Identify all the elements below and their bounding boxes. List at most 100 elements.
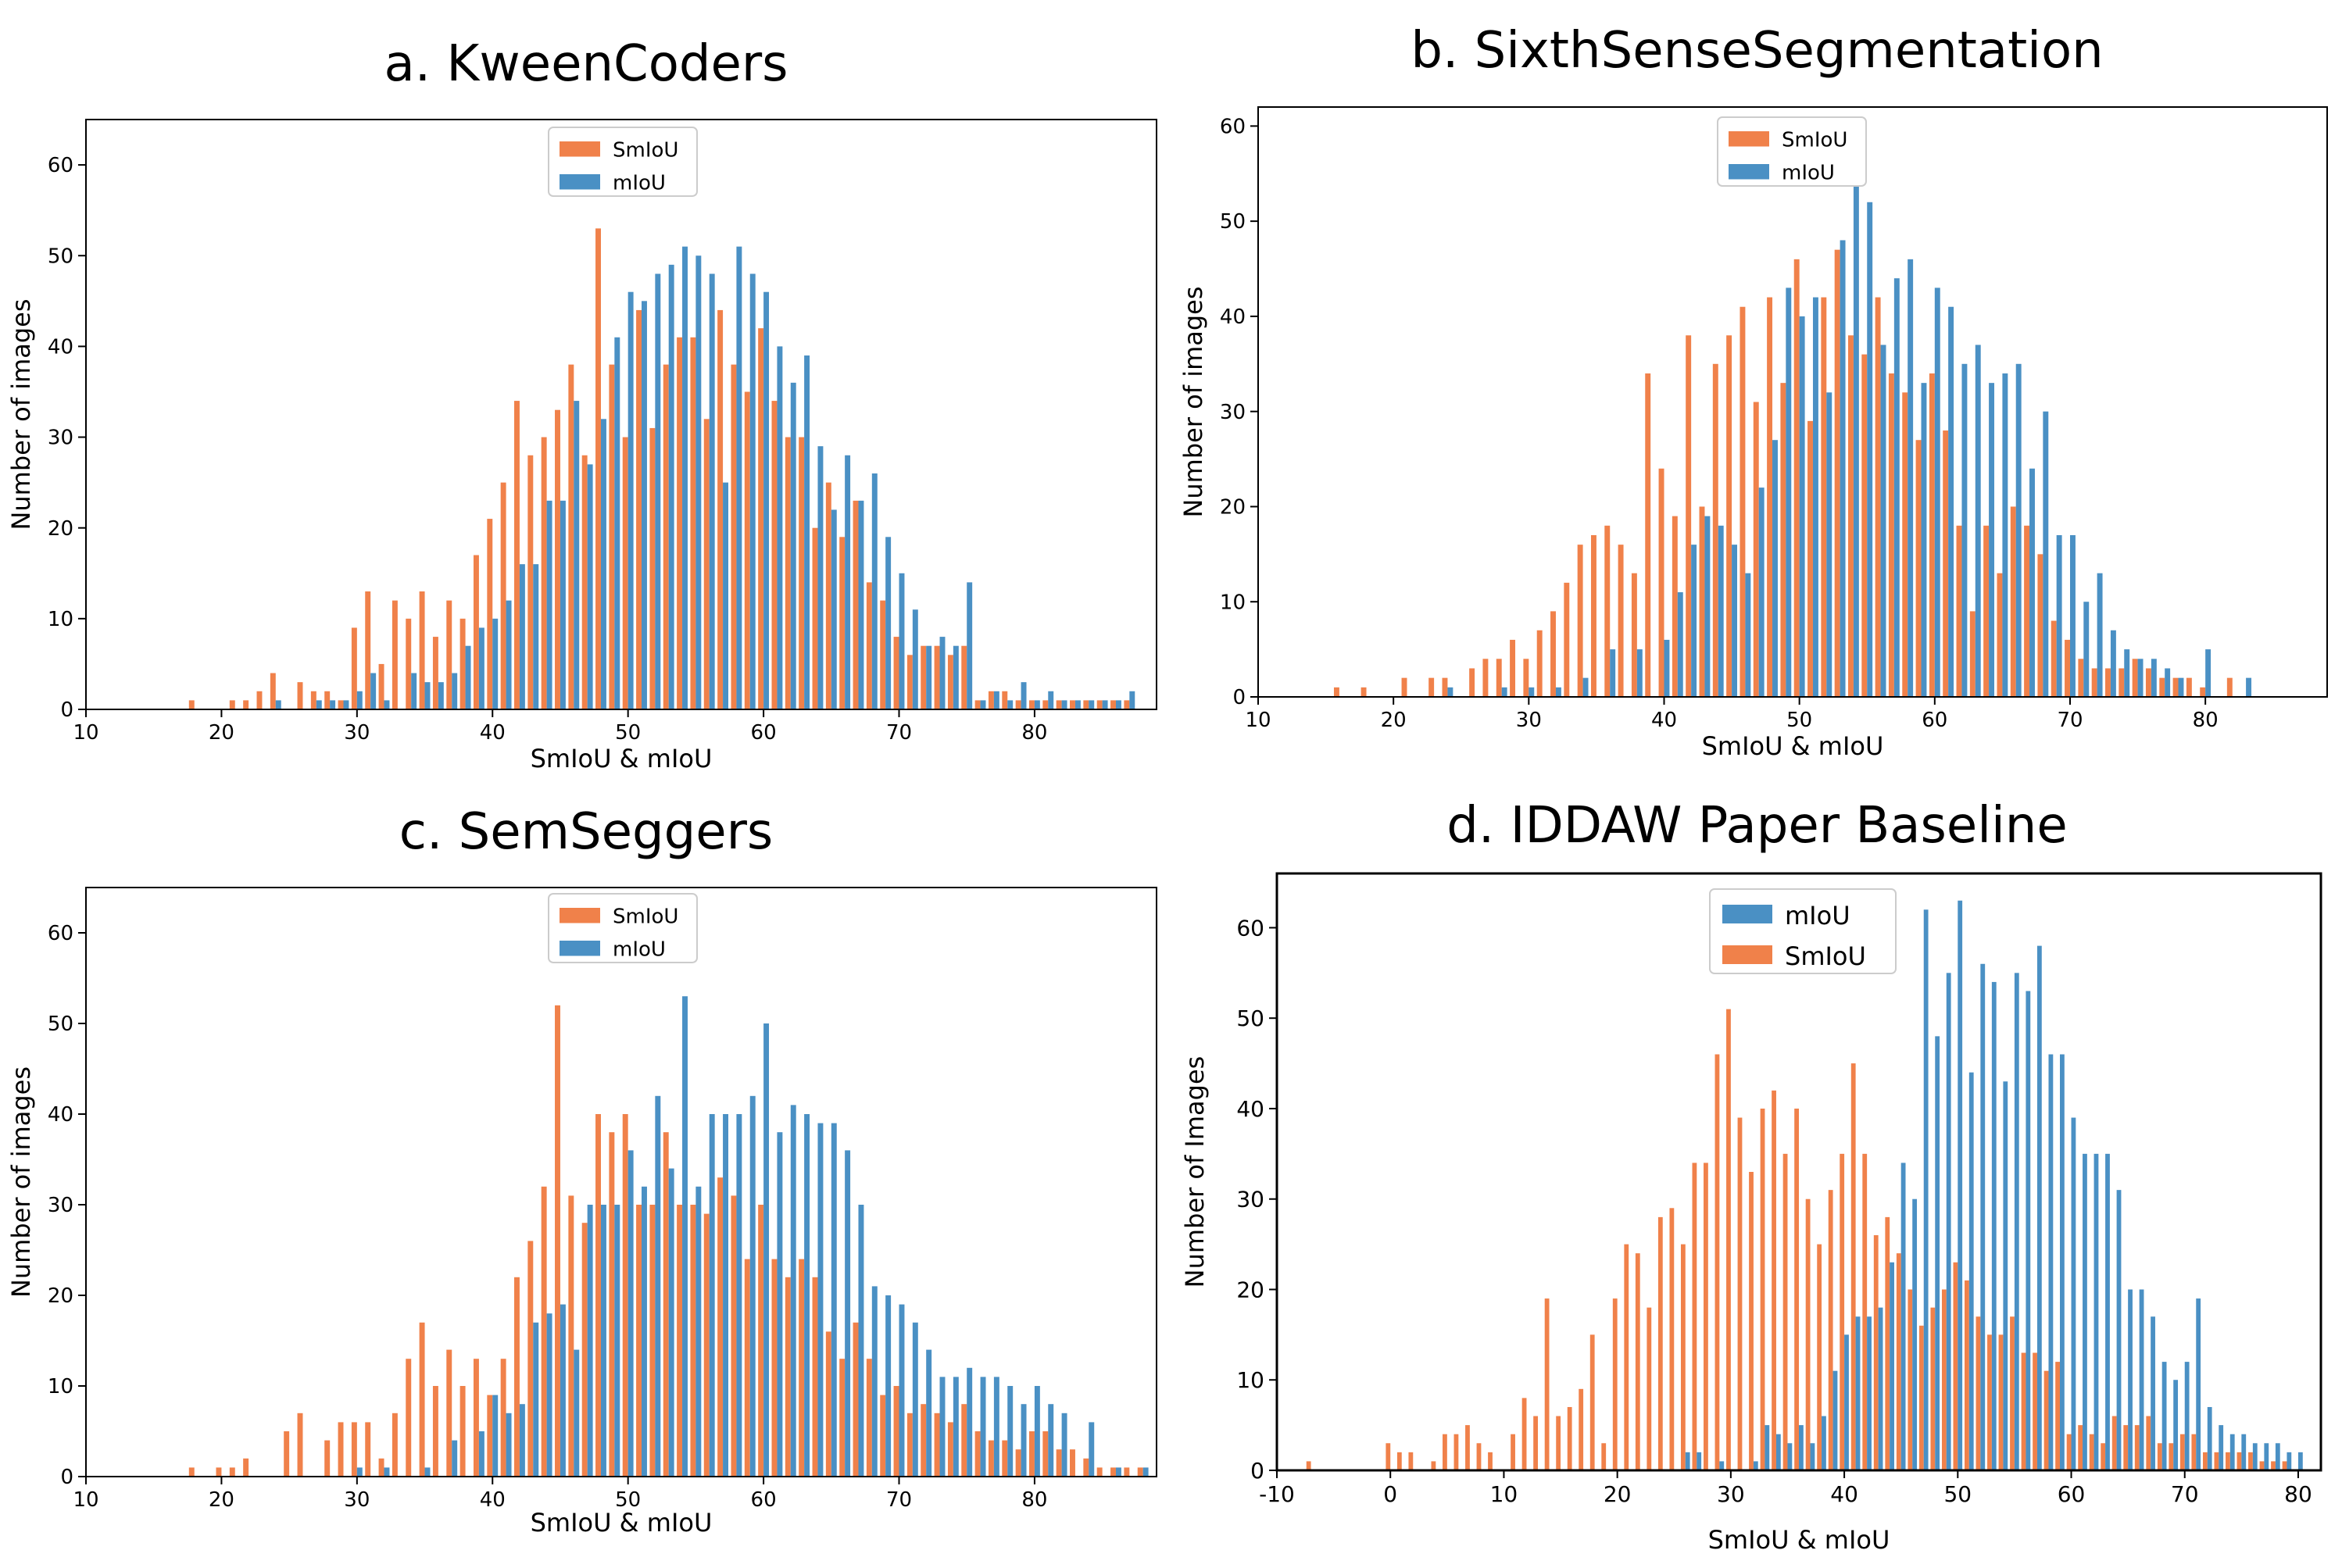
bar-miou xyxy=(2252,1443,2258,1470)
bar-miou xyxy=(967,1367,973,1477)
bar-miou xyxy=(1826,392,1832,697)
bar-smiou xyxy=(555,1005,560,1477)
bar-smiou xyxy=(1476,1443,1482,1470)
bar-smiou xyxy=(2066,1434,2072,1470)
bar-smiou xyxy=(2010,506,2016,697)
bar-smiou xyxy=(1885,1216,1890,1470)
bar-miou xyxy=(831,1123,837,1477)
x-tick-label: 60 xyxy=(751,1488,777,1512)
x-axis-label: SmIoU & mIoU xyxy=(1702,731,1884,761)
bar-smiou xyxy=(1604,525,1611,697)
bar-smiou xyxy=(2111,1416,2117,1470)
bar-miou xyxy=(885,537,892,709)
bar-smiou xyxy=(338,1422,344,1477)
bar-smiou xyxy=(2037,554,2043,697)
bar-smiou xyxy=(2089,1434,2094,1470)
bar-smiou xyxy=(799,1259,805,1477)
bar-smiou xyxy=(338,700,344,709)
bar-smiou xyxy=(1124,1467,1130,1477)
bar-smiou xyxy=(1987,1334,1992,1470)
bar-smiou xyxy=(1083,1458,1089,1477)
y-tick-label: 60 xyxy=(1220,115,1246,138)
bar-miou xyxy=(2287,1452,2292,1470)
bar-smiou xyxy=(487,519,493,709)
legend-label-smiou: SmIoU xyxy=(613,138,678,162)
bar-miou xyxy=(519,564,525,709)
bar-miou xyxy=(1948,306,1954,697)
bar-smiou xyxy=(1875,297,1881,697)
bar-smiou xyxy=(1712,363,1718,697)
x-tick-label: 70 xyxy=(886,721,912,745)
bar-smiou xyxy=(541,437,547,709)
bar-smiou xyxy=(609,364,615,709)
bar-smiou xyxy=(731,1195,737,1477)
bar-miou xyxy=(2264,1443,2269,1470)
y-tick-label: 40 xyxy=(1236,1096,1264,1122)
legend-swatch-smiou xyxy=(1729,131,1769,147)
bar-smiou xyxy=(1976,1316,1981,1470)
bar-miou xyxy=(1921,383,1927,697)
bar-miou xyxy=(2297,1452,2303,1470)
y-tick-label: 30 xyxy=(1236,1187,1264,1213)
bar-smiou xyxy=(2214,1452,2219,1470)
bar-smiou xyxy=(2021,1352,2026,1470)
bar-miou xyxy=(1034,700,1040,709)
legend-label-smiou: SmIoU xyxy=(1782,128,1847,152)
bar-miou xyxy=(736,246,742,709)
bar-miou xyxy=(2060,1054,2065,1470)
bar-miou xyxy=(478,627,484,709)
bar-smiou xyxy=(880,1395,886,1477)
bar-miou xyxy=(1935,1036,1940,1470)
bar-miou xyxy=(1447,687,1453,697)
bar-miou xyxy=(1758,488,1765,697)
bar-smiou xyxy=(961,1404,967,1477)
x-tick-label: 10 xyxy=(1490,1481,1518,1507)
bar-miou xyxy=(790,382,796,709)
bar-smiou xyxy=(2119,668,2125,697)
y-tick-label: 40 xyxy=(48,335,73,359)
bar-miou xyxy=(777,1132,783,1477)
x-tick-label: 50 xyxy=(615,721,641,745)
bar-smiou xyxy=(392,1413,398,1477)
bar-miou xyxy=(587,464,593,709)
bar-miou xyxy=(1878,1307,1883,1470)
chart-panel-c: c. SemSeggers 10 20 30 40 50 60 70 80 0 10 20 30 40 5… xyxy=(0,773,1172,1568)
bar-miou xyxy=(506,600,512,709)
x-tick-label: 40 xyxy=(480,1488,506,1512)
bar-miou xyxy=(2151,659,2157,697)
bar-miou xyxy=(804,355,810,709)
bar-smiou xyxy=(1862,1153,1868,1470)
bar-miou xyxy=(763,1023,770,1477)
bar-smiou xyxy=(1873,1235,1879,1470)
bar-smiou xyxy=(1821,297,1827,697)
bar-smiou xyxy=(1002,1440,1008,1477)
bar-miou xyxy=(1946,973,1951,1470)
bar-smiou xyxy=(947,1422,953,1477)
bar-smiou xyxy=(812,527,818,709)
bar-smiou xyxy=(1601,1443,1607,1470)
bar-miou xyxy=(2014,973,2019,1470)
x-tick-label: 50 xyxy=(1786,709,1812,732)
bar-miou xyxy=(1142,1467,1149,1477)
bar-smiou xyxy=(1672,516,1678,697)
bar-miou xyxy=(1718,525,1724,697)
bar-smiou xyxy=(921,645,927,709)
bar-smiou xyxy=(1772,1090,1776,1470)
bar-smiou xyxy=(1579,1388,1584,1470)
bar-smiou xyxy=(1726,335,1732,697)
bar-miou xyxy=(655,273,661,710)
bar-smiou xyxy=(1386,1443,1391,1470)
bar-smiou xyxy=(595,1114,601,1477)
x-tick-label: 60 xyxy=(2058,1481,2086,1507)
x-tick-label: 30 xyxy=(344,721,370,745)
y-tick-label: 50 xyxy=(1220,210,1246,234)
bar-smiou xyxy=(1469,668,1475,697)
bar-miou xyxy=(993,691,999,709)
legend-swatch-miou xyxy=(1729,164,1769,180)
bar-smiou xyxy=(1511,1434,1515,1470)
bar-smiou xyxy=(243,1458,249,1477)
bar-smiou xyxy=(1794,1108,1799,1470)
bar-smiou xyxy=(785,1277,791,1477)
bar-smiou xyxy=(1096,1467,1103,1477)
bar-miou xyxy=(1775,1434,1781,1470)
